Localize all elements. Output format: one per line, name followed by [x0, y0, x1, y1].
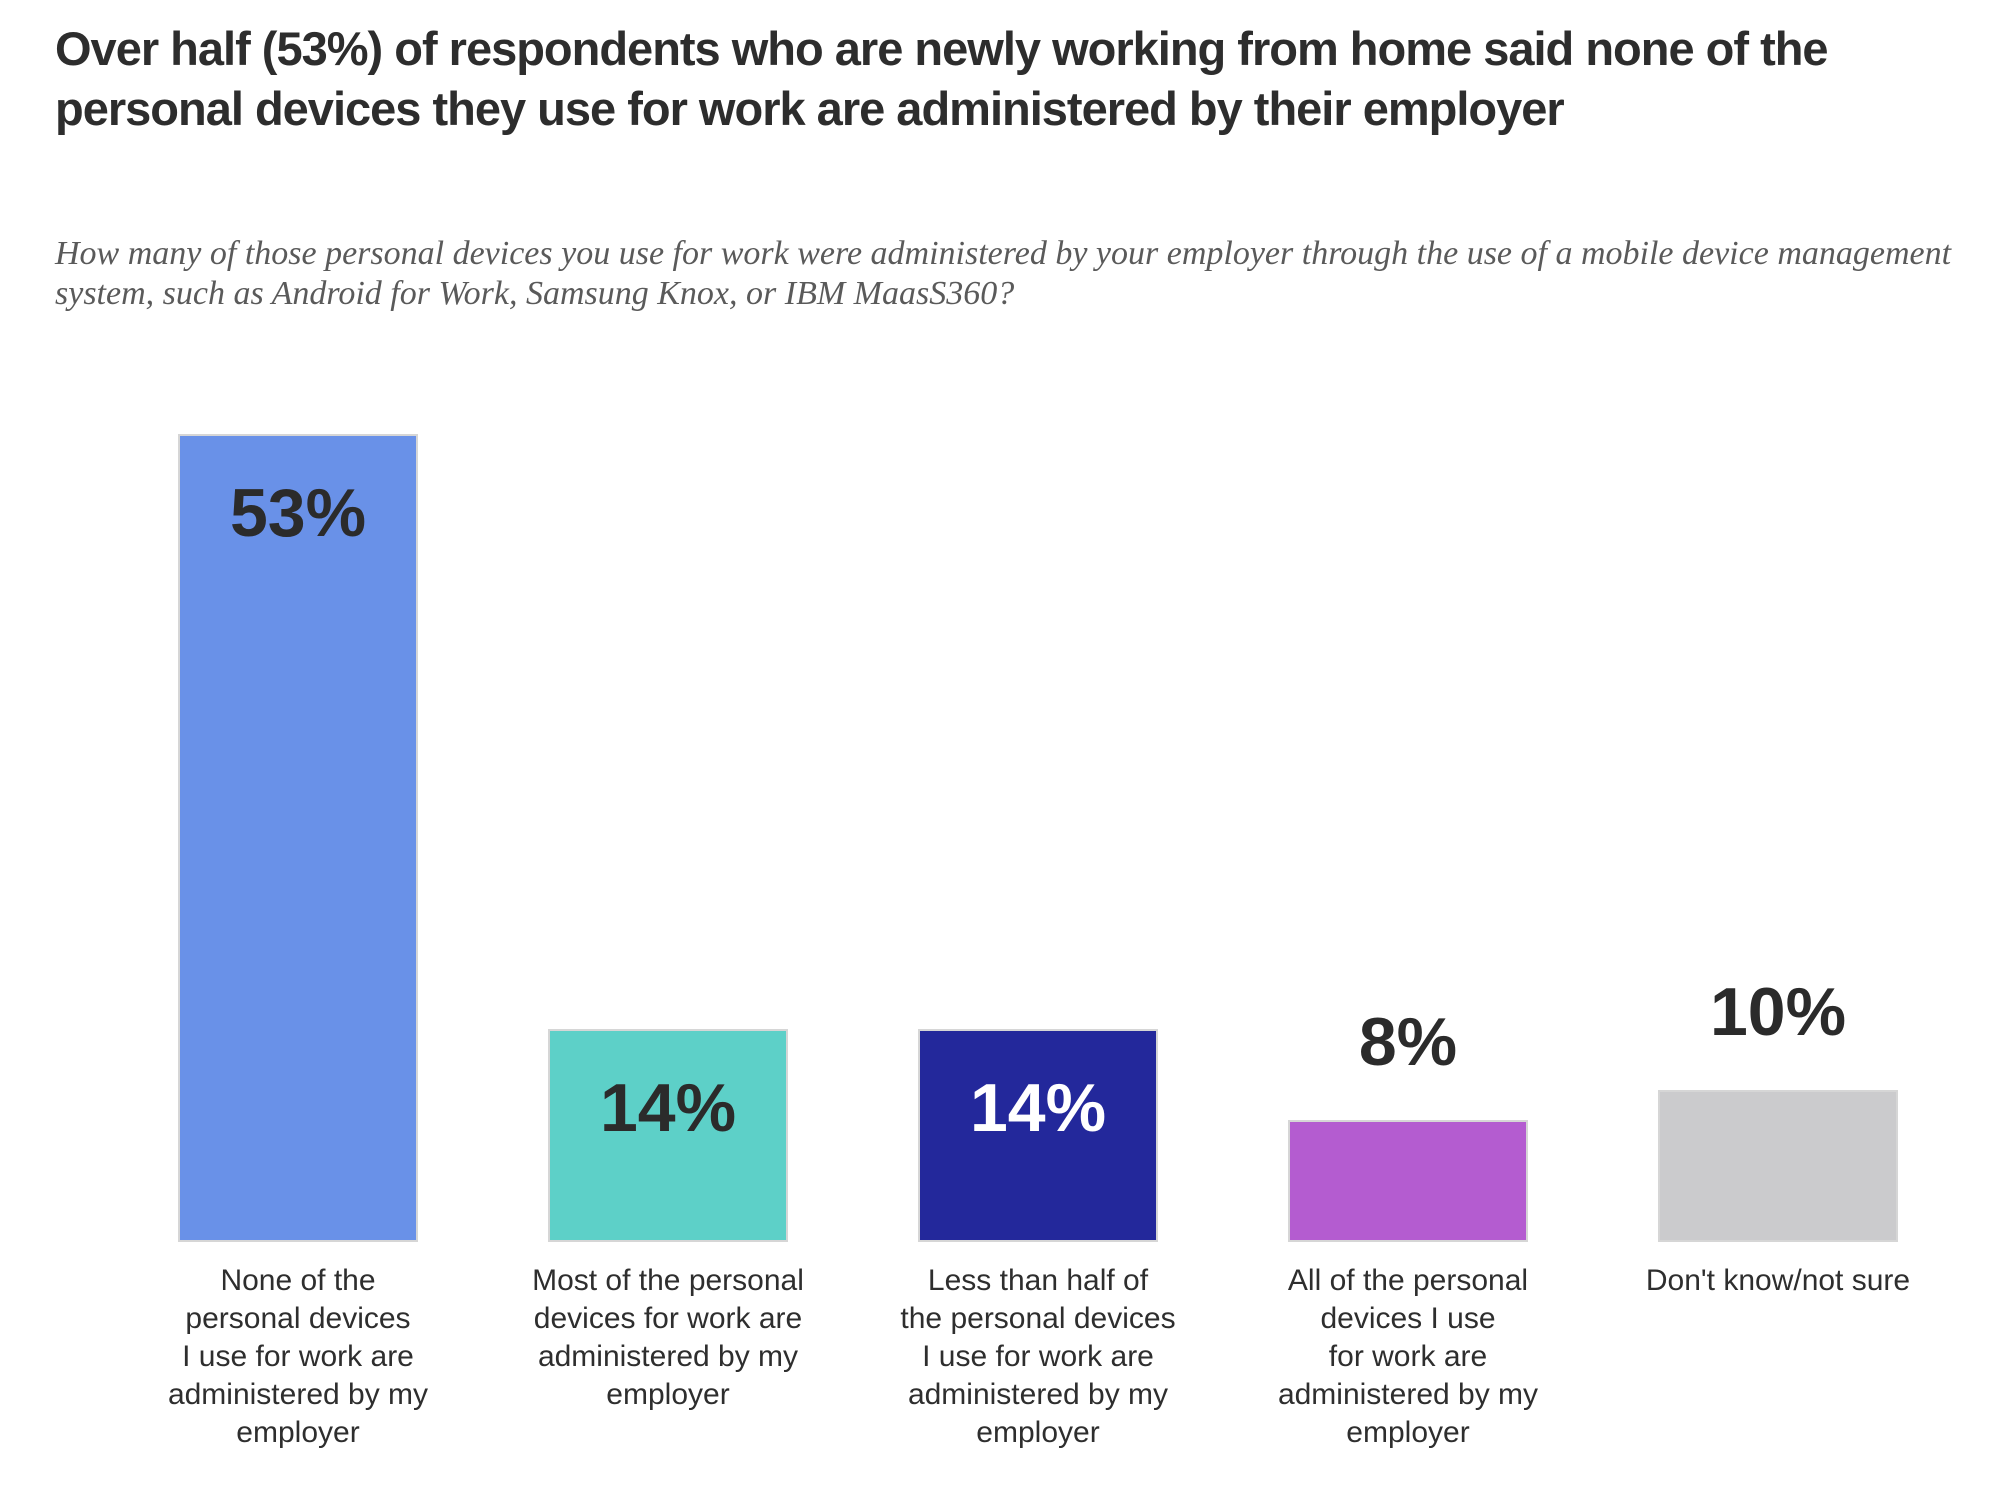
bar — [1288, 1120, 1528, 1242]
bar-value-label: 14% — [599, 1070, 737, 1146]
bar-value-label: 10% — [1709, 974, 1847, 1050]
bar-category-label: Less than half of the personal devices I… — [900, 1264, 1176, 1449]
bar — [1658, 1090, 1898, 1242]
bar-value-label: 53% — [229, 475, 367, 551]
bar-category-label: None of the personal devices I use for w… — [167, 1264, 429, 1449]
bar-category-label: Most of the personal devices for work ar… — [532, 1264, 804, 1411]
bar — [918, 1029, 1158, 1242]
bar — [178, 434, 418, 1242]
bar-category-label: Don't know/not sure — [1645, 1264, 1911, 1297]
bar-value-label: 8% — [1358, 1004, 1458, 1080]
bar — [548, 1029, 788, 1242]
chart-subtitle: How many of those personal devices you u… — [55, 235, 1952, 313]
bar-category-label: All of the personal devices I use for wo… — [1277, 1264, 1539, 1449]
chart-title: Over half (53%) of respondents who are n… — [55, 22, 1829, 135]
bar-value-label: 14% — [969, 1070, 1107, 1146]
